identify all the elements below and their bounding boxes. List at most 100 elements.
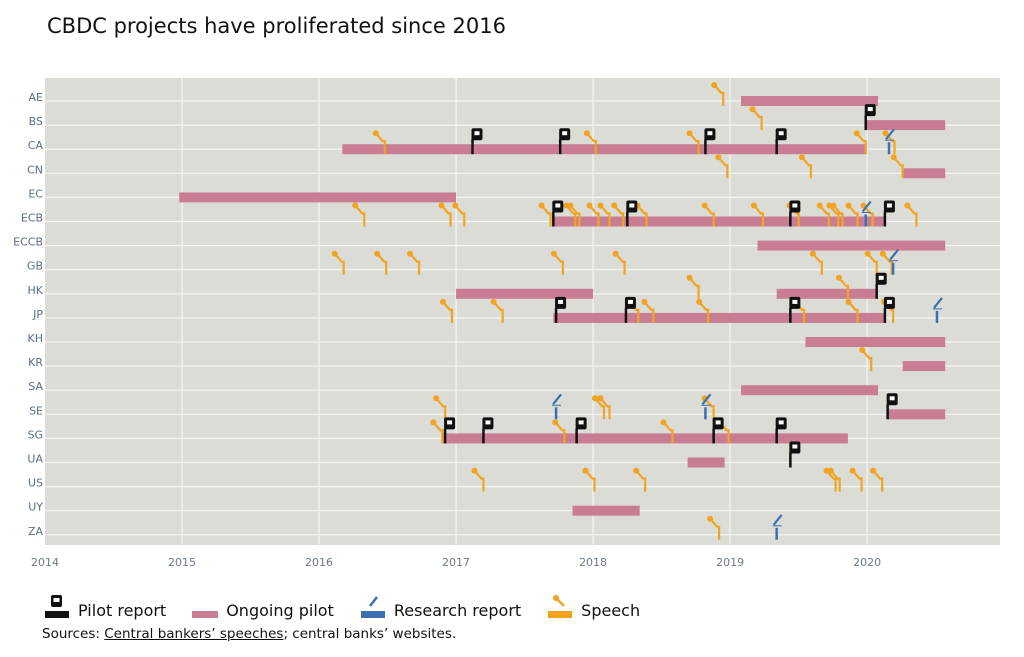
speech-marker bbox=[612, 250, 626, 275]
speech-marker bbox=[374, 250, 388, 275]
ongoing-pilot-bar bbox=[553, 216, 885, 227]
speech-marker bbox=[715, 154, 729, 179]
ongoing-pilot-bar bbox=[741, 385, 879, 396]
speech-marker bbox=[701, 202, 715, 227]
speech-marker bbox=[686, 130, 700, 155]
row-label: ECCB bbox=[13, 236, 43, 249]
research-report-marker bbox=[701, 393, 712, 420]
legend: Pilot report Ongoing pilot Research repo… bbox=[44, 594, 666, 620]
speech-marker bbox=[835, 274, 850, 299]
research-report-marker bbox=[861, 200, 872, 227]
speech-marker bbox=[707, 515, 721, 540]
speech-marker bbox=[592, 395, 606, 420]
speech-marker bbox=[853, 130, 867, 155]
speech-marker bbox=[597, 202, 611, 227]
ongoing-pilot-bar bbox=[776, 288, 879, 299]
speech-marker bbox=[816, 202, 830, 227]
pilot-report-marker bbox=[626, 200, 638, 227]
speech-marker bbox=[904, 202, 918, 227]
speech-marker bbox=[552, 419, 566, 444]
x-tick-label: 2017 bbox=[442, 556, 470, 569]
research-report-marker bbox=[772, 514, 783, 540]
speech-marker bbox=[711, 82, 725, 106]
speech-marker bbox=[452, 202, 466, 227]
ongoing-pilot-bar bbox=[342, 144, 866, 155]
row-label: HK bbox=[28, 284, 44, 297]
legend-item-research-report: Research report bbox=[360, 594, 521, 620]
speech-marker bbox=[890, 154, 904, 179]
speech-marker bbox=[471, 467, 485, 492]
speech-marker bbox=[696, 298, 710, 323]
pilot-report-marker bbox=[471, 128, 483, 155]
sources-suffix: ; central banks’ websites. bbox=[283, 626, 457, 642]
row-label: UY bbox=[28, 501, 43, 514]
speech-marker bbox=[538, 202, 552, 227]
pilot-report-marker bbox=[443, 417, 456, 444]
ongoing-pilot-bar bbox=[805, 337, 946, 347]
speeches-link[interactable]: Central bankers’ speeches bbox=[104, 626, 284, 642]
speech-marker bbox=[849, 467, 863, 492]
pilot-report-marker bbox=[704, 128, 716, 155]
ongoing-pilot-bar bbox=[553, 312, 885, 323]
pilot-report-marker bbox=[883, 200, 895, 227]
speech-marker bbox=[633, 467, 647, 492]
row-label: KH bbox=[28, 332, 44, 345]
research-report-marker bbox=[889, 249, 899, 275]
x-tick-label: 2020 bbox=[853, 556, 881, 569]
pilot-report-marker bbox=[482, 417, 494, 444]
row-label: SA bbox=[28, 380, 43, 393]
speech-marker bbox=[749, 106, 763, 131]
speech-marker bbox=[567, 202, 581, 227]
pilot-report-marker bbox=[789, 296, 801, 323]
pilot-report-marker bbox=[575, 417, 587, 444]
speech-marker bbox=[823, 467, 837, 492]
timeline-chart: 2014 2015 2016 2017 2018 2019 2020 AE BS CA CN EC EC… bbox=[13, 78, 1000, 569]
plot-background bbox=[45, 78, 1000, 545]
speech-marker bbox=[430, 419, 444, 444]
row-label: CN bbox=[27, 163, 43, 176]
research-report-icon bbox=[360, 596, 385, 618]
sources-note: Sources: Central bankers’ speeches; cent… bbox=[42, 626, 456, 642]
research-report-marker bbox=[932, 297, 943, 323]
row-label: CA bbox=[28, 139, 44, 152]
speech-marker bbox=[879, 250, 893, 275]
speech-marker bbox=[827, 467, 841, 492]
ongoing-pilot-bar bbox=[741, 96, 879, 106]
ongoing-pilot-bar bbox=[572, 505, 640, 516]
row-label: UA bbox=[27, 453, 43, 466]
speech-marker bbox=[582, 467, 596, 492]
pilot-report-marker bbox=[624, 296, 636, 323]
row-label: BS bbox=[29, 115, 43, 128]
row-label: GB bbox=[27, 260, 43, 273]
chart-title: CBDC projects have proliferated since 20… bbox=[47, 14, 506, 38]
speech-marker bbox=[439, 298, 454, 323]
pilot-report-marker bbox=[886, 393, 898, 420]
ongoing-pilot-bar bbox=[757, 240, 946, 251]
x-tick-label: 2018 bbox=[579, 556, 607, 569]
pilot-report-marker bbox=[775, 128, 787, 155]
speech-marker bbox=[870, 467, 884, 492]
speech-marker bbox=[641, 298, 655, 323]
legend-label: Research report bbox=[393, 601, 522, 620]
speech-marker bbox=[750, 202, 765, 227]
pilot-report-marker bbox=[558, 128, 571, 155]
research-report-marker bbox=[552, 393, 562, 420]
ongoing-pilot-bar bbox=[902, 361, 946, 372]
speech-marker bbox=[433, 395, 447, 420]
speech-marker bbox=[586, 202, 600, 227]
ongoing-pilot-swatch bbox=[192, 611, 219, 618]
speech-marker bbox=[826, 202, 840, 227]
speech-marker bbox=[845, 298, 859, 323]
row-label: SE bbox=[29, 404, 43, 417]
pilot-report-marker bbox=[712, 417, 724, 444]
legend-label: Speech bbox=[581, 601, 641, 620]
pilot-report-icon bbox=[45, 595, 69, 618]
pilot-report-marker bbox=[552, 200, 564, 227]
x-tick-label: 2014 bbox=[31, 556, 59, 569]
pilot-report-marker bbox=[875, 272, 887, 299]
speech-marker bbox=[490, 298, 504, 323]
ongoing-pilot-bar bbox=[456, 288, 594, 299]
speech-marker bbox=[686, 274, 700, 299]
ongoing-pilot-bar bbox=[687, 457, 725, 468]
speech-marker bbox=[438, 202, 452, 227]
